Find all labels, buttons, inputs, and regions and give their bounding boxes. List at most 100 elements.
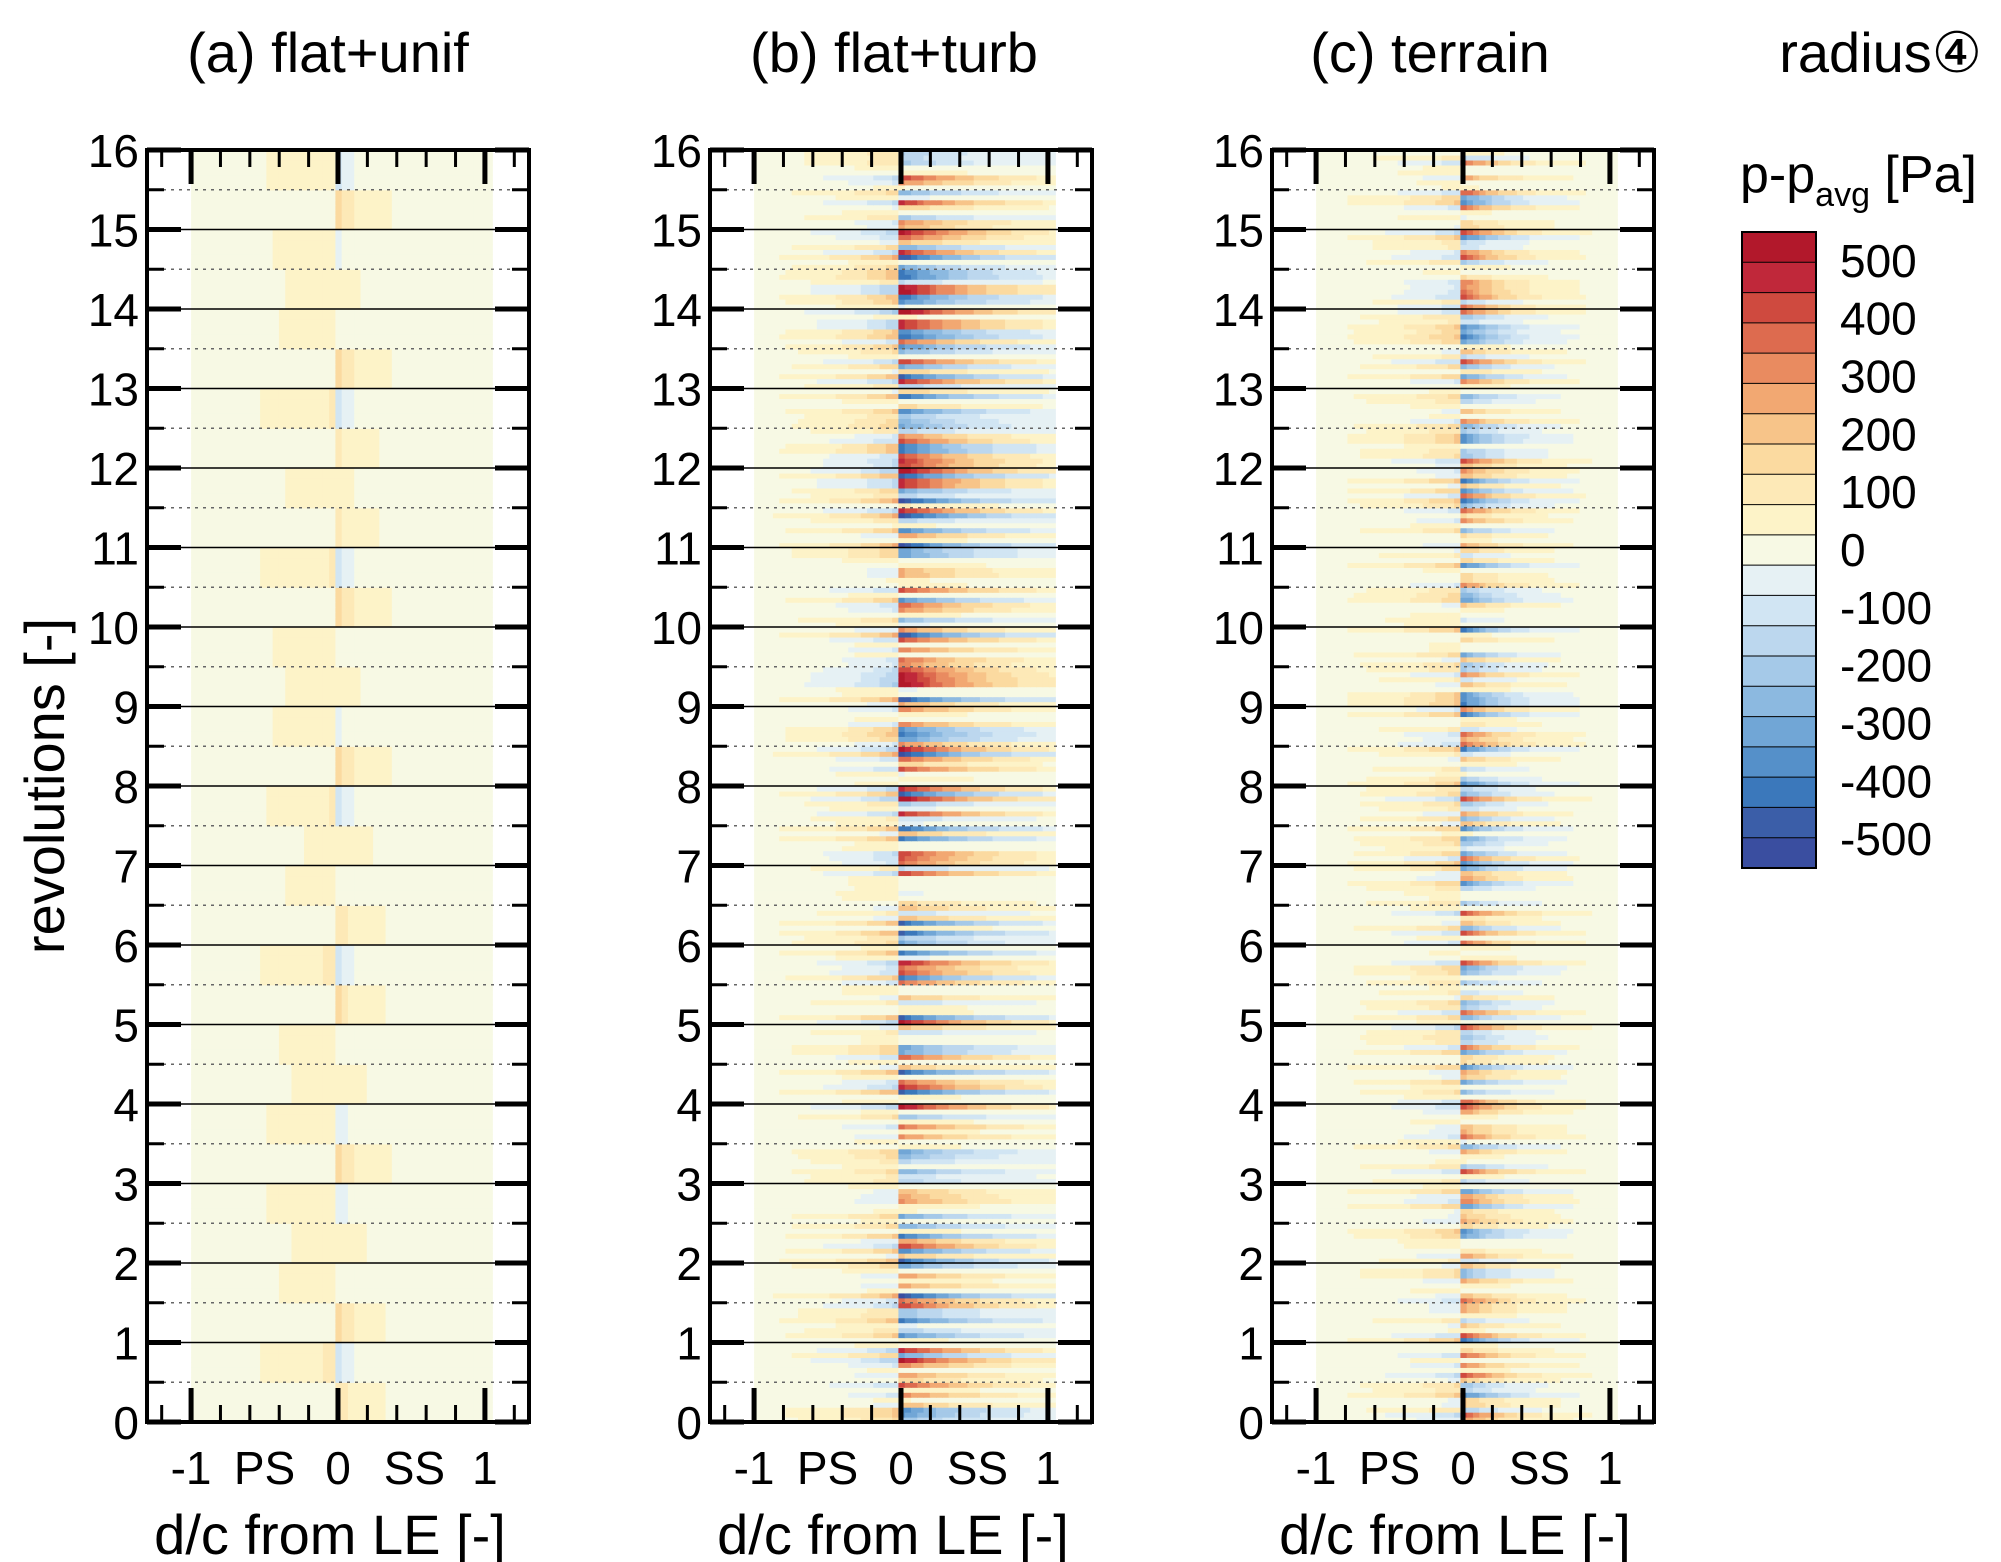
heat-cell	[373, 905, 380, 911]
heat-cell	[228, 1198, 236, 1204]
heat-cell	[479, 1243, 487, 1249]
heat-cell	[216, 1108, 224, 1115]
heat-cell	[448, 910, 456, 916]
heat-cell	[423, 1123, 431, 1130]
heat-cell	[209, 945, 217, 951]
heat-cell	[316, 1317, 324, 1324]
heat-cell	[222, 1377, 230, 1383]
heat-cell	[347, 1208, 355, 1214]
heat-cell	[222, 1233, 230, 1239]
heat-cell	[460, 1267, 468, 1274]
heat-cell	[385, 1337, 393, 1344]
heat-cell	[398, 1153, 406, 1160]
heat-cell	[266, 1362, 274, 1368]
heat-cell	[379, 1113, 387, 1120]
heat-cell	[429, 1044, 437, 1050]
heat-cell	[379, 1039, 387, 1045]
heat-cell	[479, 1183, 487, 1190]
heat-cell	[310, 915, 318, 921]
heat-cell	[423, 1193, 431, 1200]
heat-cell	[241, 1332, 249, 1339]
heat-cell	[454, 1347, 462, 1354]
heat-cell	[373, 930, 380, 936]
heat-cell	[191, 1302, 198, 1309]
heat-cell	[460, 1148, 468, 1155]
heat-cell	[285, 1387, 293, 1393]
heat-cell	[285, 1009, 293, 1016]
heat-cell	[203, 974, 211, 981]
heat-cell	[373, 974, 380, 981]
heat-cell	[354, 1163, 362, 1170]
heat-cell	[423, 1233, 431, 1239]
heat-cell	[235, 949, 242, 956]
heat-cell	[373, 1004, 380, 1011]
heat-cell	[429, 1108, 437, 1115]
heat-cell	[479, 940, 487, 946]
heat-cell	[266, 1267, 274, 1274]
heat-cell	[222, 915, 230, 921]
heat-cell	[335, 1143, 343, 1150]
heat-cell	[228, 940, 236, 946]
heat-cell	[272, 1009, 280, 1016]
heat-cell	[373, 1357, 380, 1363]
heat-cell	[297, 1342, 305, 1349]
heat-cell	[209, 1392, 217, 1398]
heat-cell	[354, 1079, 362, 1085]
heat-cell	[253, 920, 261, 926]
heat-cell	[366, 1397, 374, 1403]
heat-cell	[448, 1332, 456, 1339]
heat-cell	[398, 1123, 406, 1130]
heat-cell	[366, 1108, 374, 1115]
heat-cell	[278, 994, 286, 1001]
heat-cell	[322, 930, 330, 936]
heat-cell	[322, 979, 330, 986]
heat-cell	[454, 1327, 462, 1334]
heat-cell	[398, 1243, 406, 1249]
heat-cell	[253, 1108, 261, 1115]
heat-cell	[467, 1158, 475, 1165]
heat-cell	[291, 1168, 299, 1175]
heat-cell	[228, 1387, 236, 1393]
heat-cell	[473, 1158, 481, 1165]
heat-cell	[322, 1089, 330, 1095]
heat-cell	[260, 999, 267, 1006]
heat-cell	[404, 1138, 412, 1145]
heat-cell	[329, 1238, 336, 1244]
heat-cell	[241, 1362, 249, 1368]
heat-cell	[435, 1302, 443, 1309]
heat-cell	[360, 1392, 368, 1398]
heat-cell	[216, 1104, 224, 1110]
heat-cell	[222, 1059, 230, 1065]
heat-cell	[253, 1387, 261, 1393]
heat-cell	[366, 1044, 374, 1050]
heat-cell	[435, 1064, 443, 1070]
heat-cell	[423, 920, 431, 926]
heat-cell	[216, 1382, 224, 1388]
heat-cell	[209, 1238, 217, 1244]
heat-cell	[435, 1173, 443, 1180]
heat-cell	[435, 1267, 443, 1274]
heat-cell	[423, 1362, 431, 1368]
heat-cell	[304, 1282, 311, 1289]
heat-cell	[366, 1039, 374, 1045]
heat-cell	[485, 949, 493, 956]
heat-cell	[379, 1118, 387, 1125]
heat-cell	[391, 1322, 399, 1329]
heat-cell	[404, 940, 412, 946]
heat-cell	[260, 1277, 267, 1284]
heat-cell	[391, 1377, 399, 1383]
heat-cell	[354, 1387, 362, 1393]
heat-cell	[266, 1282, 274, 1289]
heat-cell	[191, 1039, 198, 1045]
heat-cell	[253, 1094, 261, 1100]
heat-cell	[329, 1253, 336, 1259]
heat-cell	[391, 1238, 399, 1244]
heat-cell	[404, 1108, 412, 1115]
heat-cell	[398, 1397, 406, 1403]
heat-cell	[228, 1094, 236, 1100]
heat-cell	[203, 910, 211, 916]
heat-cell	[335, 1054, 343, 1060]
heat-cell	[266, 1079, 274, 1085]
heat-cell	[222, 1094, 230, 1100]
heat-cell	[379, 1138, 387, 1145]
